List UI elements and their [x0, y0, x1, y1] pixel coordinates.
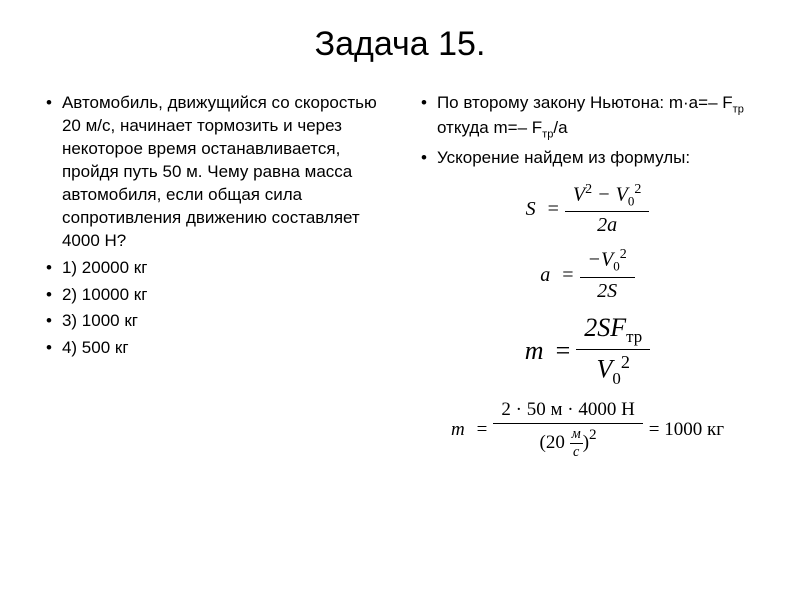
solution-step-2: • Ускорение найдем из формулы: [415, 147, 760, 170]
formula-block: S = V2 − V02 2a a = −V02 2S m = 2SF [415, 182, 760, 461]
fraction: V2 − V02 2a [565, 182, 649, 238]
problem-statement: • Автомобиль, движущийся со скоростью 20… [40, 92, 385, 253]
option-text: 1) 20000 кг [62, 257, 385, 280]
option-text: 2) 10000 кг [62, 284, 385, 307]
subscript: тр [542, 129, 553, 141]
formula-m: m = 2SFтр V02 [415, 313, 760, 389]
equals-sign: = [562, 264, 573, 287]
bullet-icon: • [46, 92, 52, 253]
option-text: 4) 500 кг [62, 337, 385, 360]
formula-a: a = −V02 2S [415, 247, 760, 303]
option-3: • 3) 1000 кг [40, 310, 385, 333]
option-2: • 2) 10000 кг [40, 284, 385, 307]
problem-text: Автомобиль, движущийся со скоростью 20 м… [62, 92, 385, 253]
fraction-denominator: 2S [589, 278, 625, 303]
content-wrapper: • Автомобиль, движущийся со скоростью 20… [40, 92, 760, 471]
fraction-numerator: 2 · 50 м · 4000 H [493, 399, 642, 424]
formula-lhs: a [540, 264, 550, 287]
unit-fraction: м с [570, 426, 583, 461]
fraction: 2SFтр V02 [576, 313, 650, 389]
bullet-icon: • [421, 147, 427, 170]
option-text: 3) 1000 кг [62, 310, 385, 333]
option-4: • 4) 500 кг [40, 337, 385, 360]
formula-lhs: S [526, 198, 536, 221]
fraction-denominator: 2a [589, 212, 625, 237]
problem-title: Задача 15. [40, 25, 760, 64]
equals-sign: = [477, 419, 488, 441]
bullet-icon: • [46, 310, 52, 333]
unit-den: с [571, 444, 581, 461]
fraction-denominator: V02 [589, 350, 638, 389]
text-part: По второму закону Ньютона: m·a=– F [437, 93, 733, 112]
bullet-icon: • [46, 337, 52, 360]
solution-step-1: • По второму закону Ньютона: m·a=– Fтр о… [415, 92, 760, 143]
value: 20 [546, 432, 565, 453]
fraction-denominator: (20 м с )2 [532, 424, 605, 461]
final-result: = 1000 кг [649, 419, 724, 441]
equals-sign: = [556, 336, 571, 366]
bullet-icon: • [46, 257, 52, 280]
solution-text-1: По второму закону Ньютона: m·a=– Fтр отк… [437, 92, 760, 143]
bullet-icon: • [421, 92, 427, 143]
fraction: 2 · 50 м · 4000 H (20 м с )2 [493, 399, 642, 461]
formula-lhs: m [451, 419, 465, 441]
formula-lhs: m [525, 336, 544, 366]
fraction: −V02 2S [580, 247, 635, 303]
fraction-numerator: −V02 [580, 247, 635, 278]
subscript: тр [733, 103, 744, 115]
bullet-icon: • [46, 284, 52, 307]
text-part: /а [553, 118, 567, 137]
option-1: • 1) 20000 кг [40, 257, 385, 280]
fraction-numerator: V2 − V02 [565, 182, 649, 213]
text-part: откуда m=– F [437, 118, 542, 137]
right-column: • По второму закону Ньютона: m·a=– Fтр о… [415, 92, 760, 471]
equals-sign: = [548, 198, 559, 221]
solution-text-2: Ускорение найдем из формулы: [437, 147, 760, 170]
formula-s: S = V2 − V02 2a [415, 182, 760, 238]
unit-num: м [570, 426, 583, 444]
formula-final: m = 2 · 50 м · 4000 H (20 м с )2 = 1000 … [415, 399, 760, 461]
left-column: • Автомобиль, движущийся со скоростью 20… [40, 92, 385, 471]
fraction-numerator: 2SFтр [576, 313, 650, 350]
